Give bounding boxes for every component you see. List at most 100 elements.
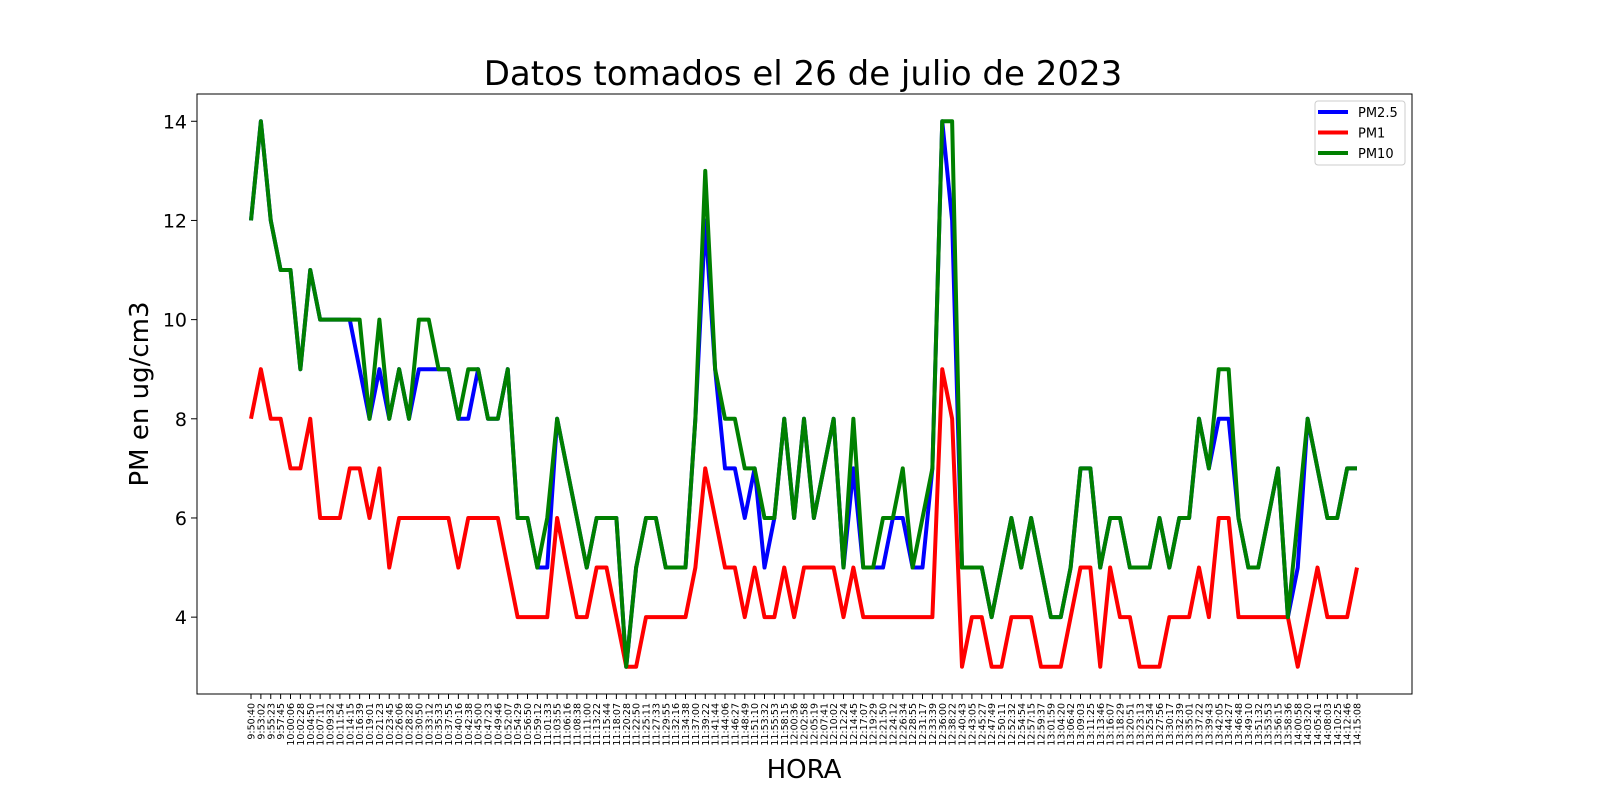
x-tick-label: 12:10:02 [829,703,840,746]
x-tick-label: 10:33:12 [424,703,435,746]
x-tick-label: 12:00:36 [790,703,801,746]
x-tick-label: 10:47:23 [484,703,495,746]
legend-label: PM1 [1358,127,1385,142]
x-tick-label: 12:31:17 [918,703,929,746]
series-line-pm10 [249,119,1357,669]
x-tick-label: 13:16:07 [1106,703,1117,746]
x-tick-label: 13:37:22 [1195,703,1206,746]
legend-label: PM10 [1358,147,1394,162]
x-tick-label: 11:53:32 [760,703,771,746]
x-tick-label: 13:20:51 [1125,703,1136,746]
x-tick-label: 11:15:44 [602,703,613,746]
x-tick-label: 10:49:46 [493,703,504,746]
x-tick-label: 11:32:16 [671,703,682,746]
x-tick-label: 12:43:05 [967,703,978,746]
x-tick-label: 13:18:29 [1116,703,1127,746]
x-tick-label: 11:06:16 [563,703,574,746]
x-tick-label: 13:49:10 [1244,703,1255,746]
x-tick-label: 10:40:16 [454,703,465,746]
x-tick-label: 12:40:43 [958,703,969,746]
x-tick-label: 13:23:13 [1135,703,1146,746]
x-tick-label: 13:53:53 [1264,703,1275,746]
x-tick-label: 13:32:39 [1175,703,1186,746]
y-tick-label: 14 [163,111,187,133]
x-tick-label: 10:30:50 [414,703,425,746]
x-tick-label: 10:00:06 [286,703,297,746]
x-tick-label: 11:27:33 [651,703,662,746]
x-tick-label: 11:41:44 [711,703,722,746]
x-tick-label: 10:56:50 [523,703,534,746]
x-tick-label: 14:00:58 [1293,703,1304,746]
y-tick-label: 4 [175,607,187,629]
x-tick-label: 11:25:11 [642,703,653,746]
x-tick-label: 10:26:06 [395,703,406,746]
x-tick-label: 12:57:15 [1027,703,1038,746]
x-tick-label: 12:38:22 [948,703,959,746]
y-tick-label: 10 [163,310,187,332]
x-tick-label: 12:45:27 [977,703,988,746]
x-tick-label: 10:04:50 [306,703,317,746]
legend-label: PM2.5 [1358,106,1398,121]
x-tick-label: 10:42:38 [464,703,475,746]
x-tick-label: 14:08:03 [1323,703,1334,746]
x-tick-label: 14:12:46 [1343,703,1354,746]
x-tick-label: 12:28:55 [908,703,919,746]
x-tick-label: 13:11:25 [1086,703,1097,746]
legend-box [1314,100,1406,166]
x-tick-label: 11:01:33 [543,703,554,746]
x-tick-label: 11:39:22 [701,703,712,746]
x-tick-label: 10:23:45 [385,703,396,746]
x-tick-label: 11:03:55 [553,703,564,746]
x-tick-label: 12:14:45 [849,703,860,746]
x-tick-label: 10:52:07 [503,703,514,746]
x-tick-label: 11:58:15 [780,703,791,746]
x-tick-label: 13:58:36 [1283,703,1294,746]
x-tick-label: 13:01:59 [1046,703,1057,746]
x-tick-label: 13:44:27 [1224,703,1235,746]
x-tick-label: 12:26:34 [898,703,909,746]
x-tick-label: 11:46:27 [730,703,741,746]
x-tick-label: 11:22:50 [632,703,643,746]
x-tick-label: 13:39:43 [1204,703,1215,746]
x-tick-label: 10:37:55 [444,703,455,746]
x-tick-label: 12:33:39 [928,703,939,746]
x-tick-label: 12:02:58 [800,703,811,746]
x-tick-label: 10:19:01 [365,703,376,746]
x-tick-label: 13:25:34 [1145,703,1156,746]
x-tick-label: 10:07:11 [316,703,327,746]
x-tick-label: 10:28:28 [405,703,416,746]
x-axis-label: HORA [767,755,842,785]
x-tick-label: 13:09:03 [1076,703,1087,746]
x-tick-label: 12:24:12 [888,703,899,746]
x-tick-label: 9:53:02 [256,703,267,740]
series-lines [249,119,1359,669]
x-tick-label: 10:54:29 [513,703,524,746]
x-tick-label: 9:55:23 [266,703,277,740]
x-tick-label: 13:04:20 [1056,703,1067,746]
x-tick-label: 12:21:50 [879,703,890,746]
series-line-pm25 [249,119,1357,669]
x-tick-label: 12:50:11 [997,703,1008,746]
x-tick-label: 11:55:53 [770,703,781,746]
x-tick-label: 13:13:46 [1096,703,1107,746]
x-tick-label: 10:21:23 [375,703,386,746]
x-tick-label: 11:48:49 [740,703,751,746]
x-tick-label: 13:27:56 [1155,703,1166,746]
x-tick-label: 10:45:00 [474,703,485,746]
x-tick-label: 10:16:39 [355,703,366,746]
x-tick-label: 12:54:54 [1017,703,1028,746]
x-tick-label: 12:17:07 [859,703,870,746]
x-tick-label: 11:08:38 [572,703,583,746]
x-tick-label: 14:03:20 [1303,703,1314,746]
y-axis-label: PM en ug/cm3 [125,301,155,486]
x-tick-label: 11:13:22 [592,703,603,746]
x-tick-label: 11:51:10 [750,703,761,746]
x-tick-label: 13:35:01 [1185,703,1196,746]
x-tick-label: 10:09:32 [326,703,337,746]
x-tick-label: 11:18:07 [612,703,623,746]
x-tick-label: 11:44:06 [721,703,732,746]
x-tick-label: 11:34:38 [681,703,692,746]
x-tick-label: 12:47:49 [987,703,998,746]
